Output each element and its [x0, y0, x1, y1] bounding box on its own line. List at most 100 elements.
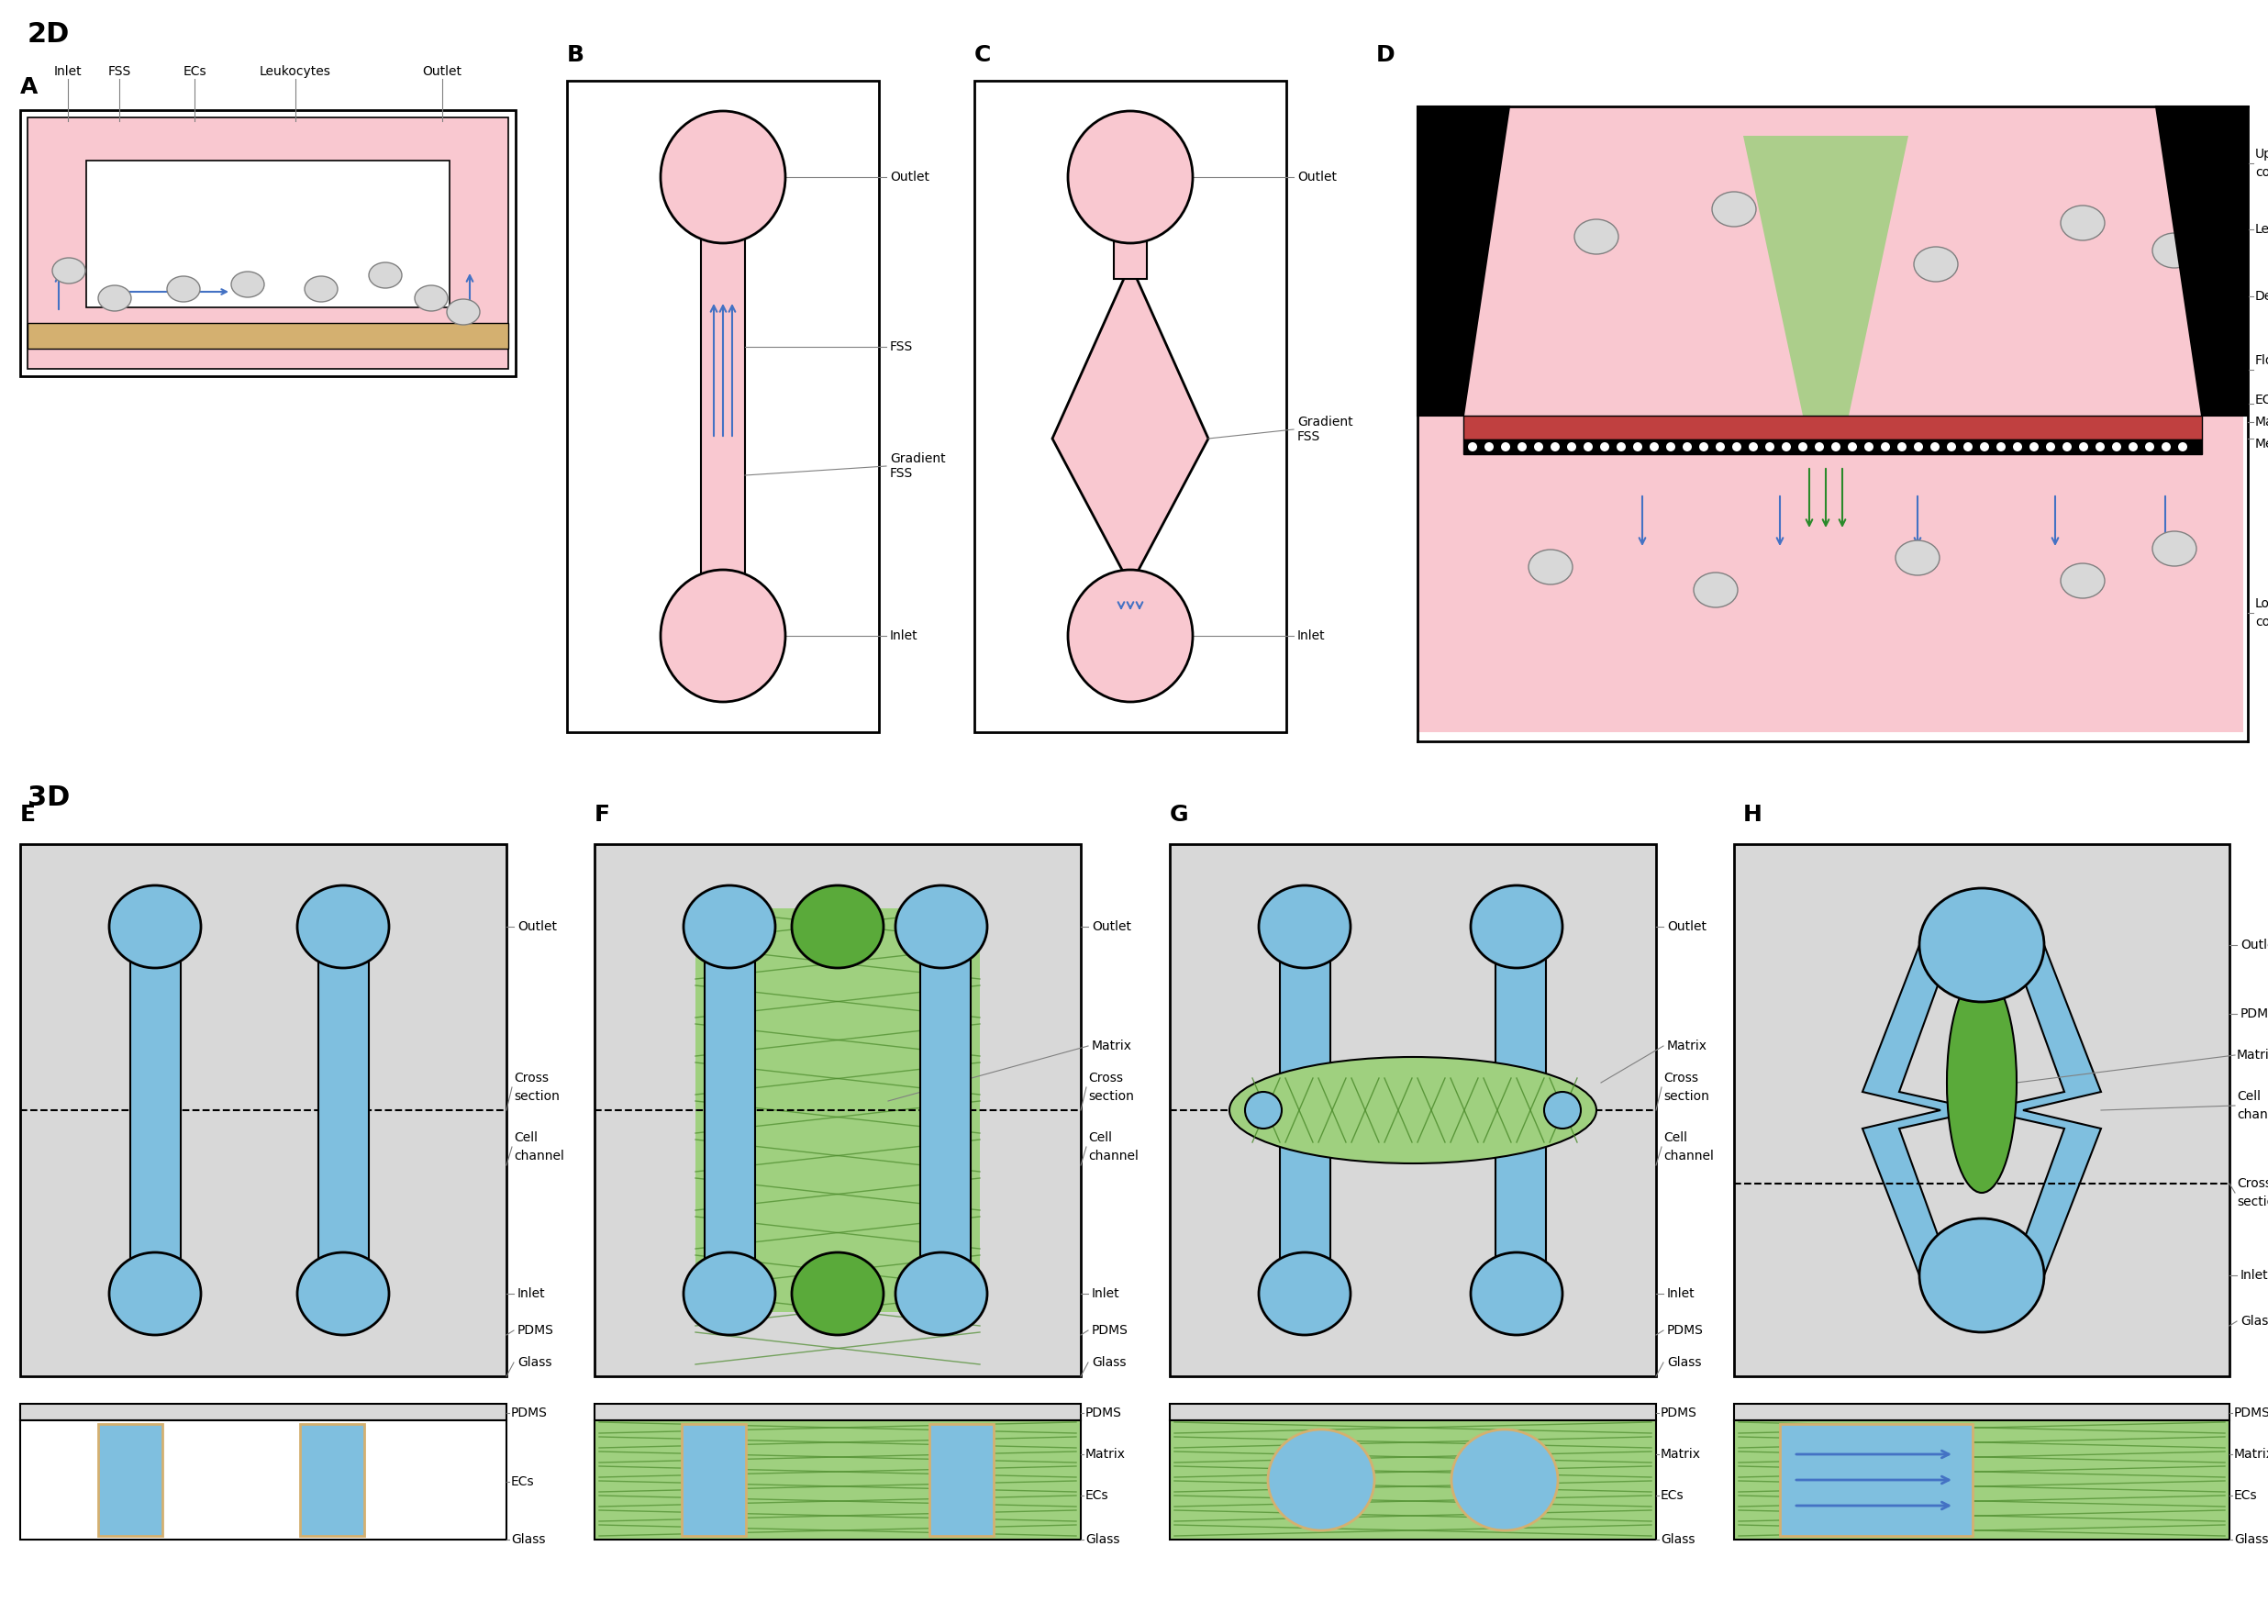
Ellipse shape [1667, 442, 1676, 451]
Bar [27, 117, 508, 369]
Text: Lower: Lower [2254, 598, 2268, 611]
Bar [1495, 908, 1547, 1312]
Ellipse shape [1919, 888, 2043, 1002]
Text: Cross: Cross [2236, 1177, 2268, 1190]
Ellipse shape [1814, 442, 1823, 451]
Text: Inlet: Inlet [517, 1288, 547, 1301]
Ellipse shape [2112, 442, 2121, 451]
Text: Matrix: Matrix [1667, 1039, 1708, 1052]
Text: PDMS: PDMS [1667, 1324, 1703, 1337]
Ellipse shape [2152, 234, 2195, 268]
Ellipse shape [109, 1252, 202, 1335]
Text: Glass: Glass [1091, 1356, 1127, 1369]
Text: compartment: compartment [2254, 615, 2268, 628]
Ellipse shape [1830, 442, 1839, 451]
Ellipse shape [792, 885, 885, 968]
Polygon shape [1052, 265, 1209, 585]
Polygon shape [1744, 136, 1907, 416]
Bar [1780, 1424, 1973, 1536]
Text: section: section [1089, 1090, 1134, 1103]
Ellipse shape [2161, 442, 2170, 451]
Ellipse shape [2152, 531, 2195, 567]
Ellipse shape [109, 885, 202, 968]
Text: H: H [1744, 804, 1762, 825]
Ellipse shape [1914, 442, 1923, 451]
Ellipse shape [1467, 442, 1476, 451]
Text: channel: channel [1089, 1150, 1139, 1163]
Text: Gradient
FSS: Gradient FSS [889, 451, 946, 481]
Bar [20, 1421, 506, 1540]
Text: Cell: Cell [1662, 1132, 1687, 1145]
Text: section: section [515, 1090, 560, 1103]
Ellipse shape [1880, 442, 1889, 451]
Text: Cell: Cell [1089, 1132, 1111, 1145]
Ellipse shape [1229, 1057, 1597, 1163]
Ellipse shape [1601, 442, 1610, 451]
Text: Cell: Cell [515, 1132, 538, 1145]
Bar [1463, 440, 2202, 455]
Ellipse shape [1452, 1429, 1558, 1530]
Text: Inlet: Inlet [889, 630, 919, 641]
Ellipse shape [683, 885, 776, 968]
Bar [86, 161, 449, 307]
Ellipse shape [1501, 442, 1510, 451]
Bar [930, 1424, 993, 1536]
Text: PDMS: PDMS [2234, 1406, 2268, 1419]
Ellipse shape [2096, 442, 2105, 451]
Text: Glass: Glass [1660, 1533, 1694, 1546]
Ellipse shape [1533, 442, 1542, 451]
Text: Membrane: Membrane [2254, 437, 2268, 450]
Ellipse shape [1649, 442, 1658, 451]
Text: PDMS: PDMS [510, 1406, 547, 1419]
Ellipse shape [447, 299, 481, 325]
Ellipse shape [297, 1252, 390, 1335]
Text: channel: channel [515, 1150, 565, 1163]
Bar [1735, 1403, 2229, 1421]
Text: PDMS: PDMS [517, 1324, 553, 1337]
Bar [594, 844, 1082, 1376]
Bar [20, 1403, 506, 1421]
Ellipse shape [231, 271, 265, 297]
Ellipse shape [1733, 442, 1742, 451]
Text: 2D: 2D [27, 21, 70, 49]
Text: section: section [2236, 1195, 2268, 1208]
Ellipse shape [2177, 442, 2186, 451]
Text: ECs: ECs [1086, 1489, 1109, 1502]
Bar [594, 1403, 1082, 1421]
Ellipse shape [1864, 442, 1873, 451]
Bar [1418, 421, 2243, 732]
Text: B: B [567, 44, 585, 67]
Text: Upper: Upper [2254, 148, 2268, 161]
Text: Matrix: Matrix [1091, 1039, 1132, 1052]
Text: Outlet: Outlet [889, 171, 930, 184]
Ellipse shape [1712, 192, 1755, 227]
Bar [1170, 844, 1656, 1376]
Bar [299, 1424, 365, 1536]
Text: Outlet: Outlet [517, 921, 558, 934]
Ellipse shape [415, 286, 447, 312]
Bar [1279, 908, 1331, 1312]
Text: Glass: Glass [1086, 1533, 1120, 1546]
Text: Inlet: Inlet [2241, 1268, 2268, 1281]
Ellipse shape [1545, 1091, 1581, 1129]
Bar [27, 323, 508, 349]
Bar [20, 844, 506, 1376]
Ellipse shape [2130, 442, 2139, 451]
Ellipse shape [1259, 1252, 1349, 1335]
Text: channel: channel [1662, 1150, 1715, 1163]
Text: ECs: ECs [510, 1475, 535, 1488]
Text: PDMS: PDMS [1086, 1406, 1123, 1419]
Text: Matrix: Matrix [2236, 1049, 2268, 1062]
Ellipse shape [1946, 973, 2016, 1192]
Ellipse shape [1914, 247, 1957, 281]
Text: Matrix: Matrix [2254, 416, 2268, 429]
Bar [1735, 1421, 2229, 1540]
Text: E: E [20, 804, 36, 825]
Ellipse shape [896, 1252, 987, 1335]
Bar [129, 908, 181, 1312]
Ellipse shape [1699, 442, 1708, 451]
Ellipse shape [1980, 442, 1989, 451]
Text: Glass: Glass [510, 1533, 544, 1546]
Text: Cross: Cross [1662, 1072, 1699, 1085]
Bar [20, 110, 515, 377]
